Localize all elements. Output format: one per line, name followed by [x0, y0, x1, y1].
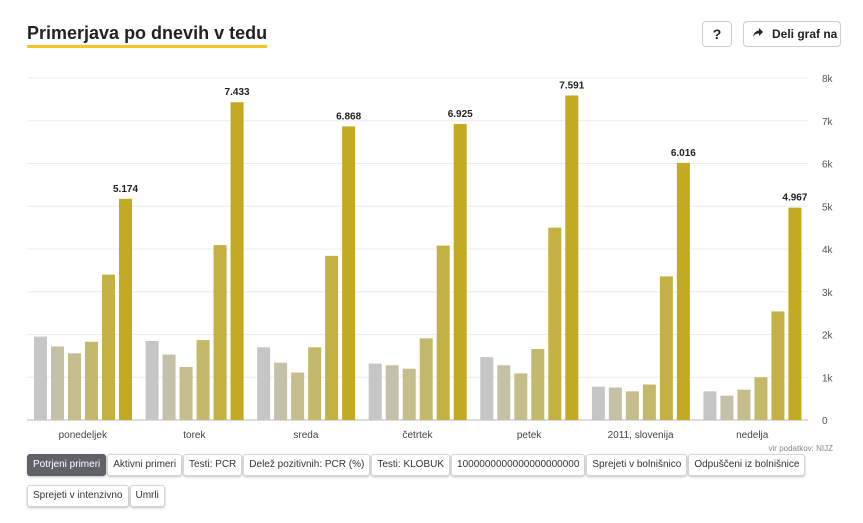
data-label: 4.967 — [782, 193, 807, 204]
x-tick-label: ponedeljek — [59, 430, 108, 441]
y-tick-label: 4k — [822, 245, 834, 256]
bar — [162, 354, 176, 420]
bar — [145, 340, 159, 420]
metric-tabs: Potrjeni primeri Aktivni primeri Testi: PC… — [27, 454, 842, 516]
bar — [308, 347, 322, 420]
bar — [676, 162, 690, 421]
y-tick-label: 3k — [822, 288, 834, 299]
bar — [625, 391, 639, 420]
data-source: vir podatkov: NIJZ — [768, 444, 833, 453]
tab-1000000000000000000000[interactable]: 1000000000000000000000 — [451, 454, 586, 476]
bar — [531, 349, 545, 420]
tab-umrli[interactable]: Umrli — [129, 485, 165, 507]
y-tick-label: 1k — [822, 373, 834, 384]
bar — [402, 368, 416, 420]
x-tick-label: četrtek — [402, 430, 433, 441]
help-button[interactable]: ? — [702, 21, 732, 47]
bar — [436, 245, 450, 420]
bar — [196, 340, 210, 420]
share-button[interactable]: Deli graf na — [743, 21, 841, 47]
data-label: 6.868 — [336, 111, 361, 122]
bar — [480, 357, 494, 420]
bar — [274, 362, 288, 420]
bar — [325, 255, 339, 420]
bar — [548, 227, 562, 420]
data-label: 7.433 — [225, 87, 250, 98]
tab-odpuščeni-iz-bolnišnice[interactable]: Odpuščeni iz bolnišnice — [688, 454, 806, 476]
y-tick-label: 5k — [822, 202, 834, 213]
tab-delež-pozitivnih-pcr[interactable]: Delež pozitivnih: PCR (%) — [243, 454, 371, 476]
bar — [34, 336, 47, 420]
tab-sprejeti-v-intenzivno[interactable]: Sprejeti v intenzivno — [27, 485, 129, 507]
bar — [642, 384, 656, 420]
y-tick-label: 2k — [822, 331, 834, 342]
y-tick-label: 0 — [822, 416, 828, 427]
chart-title: Primerjava po dnevih v tedu — [27, 22, 268, 48]
bar — [591, 386, 605, 420]
bar — [230, 102, 244, 420]
bar — [419, 338, 433, 420]
data-label: 6.925 — [448, 109, 473, 120]
y-tick-label: 7k — [822, 117, 834, 128]
data-label: 7.591 — [559, 80, 584, 91]
bar — [368, 363, 382, 420]
x-tick-label: 2011, slovenija — [608, 430, 674, 441]
tab-aktivni-primeri[interactable]: Aktivni primeri — [107, 454, 183, 476]
bar — [514, 373, 528, 420]
tab-testi-klobuk[interactable]: Testi: KLOBUK — [371, 454, 451, 476]
bar — [453, 123, 467, 421]
bar — [608, 387, 622, 420]
y-tick-label: 6k — [822, 160, 834, 171]
bar — [720, 395, 734, 420]
x-tick-label: torek — [183, 430, 206, 441]
tab-sprejeti-v-bolnišnico[interactable]: Sprejeti v bolnišnico — [586, 454, 688, 476]
bar — [257, 347, 271, 420]
bar — [51, 346, 64, 420]
data-label: 6.016 — [671, 148, 696, 159]
bar — [213, 245, 227, 420]
x-tick-label: sreda — [293, 430, 318, 441]
bar — [68, 353, 81, 420]
bar — [771, 311, 785, 420]
bar — [102, 274, 115, 420]
share-button-label: Deli graf na — [772, 27, 838, 41]
bar — [659, 276, 673, 420]
bar — [291, 372, 305, 420]
bar — [179, 366, 193, 420]
tab-potrjeni-primeri[interactable]: Potrjeni primeri — [27, 454, 107, 476]
y-tick-label: 8k — [822, 74, 834, 85]
bar — [385, 365, 399, 420]
bar — [85, 341, 98, 420]
bar — [754, 377, 768, 420]
x-tick-label: petek — [517, 430, 542, 441]
bar — [737, 389, 751, 420]
x-tick-label: nedelja — [736, 430, 769, 441]
bar — [497, 365, 511, 420]
tab-testi-pcr[interactable]: Testi: PCR — [183, 454, 243, 476]
bar — [342, 126, 356, 420]
share-icon — [752, 27, 764, 42]
bar — [119, 198, 132, 420]
bar — [565, 95, 579, 421]
bar — [788, 207, 802, 420]
bar — [703, 391, 717, 420]
help-button-label: ? — [712, 26, 722, 42]
data-label: 5.174 — [113, 184, 138, 195]
